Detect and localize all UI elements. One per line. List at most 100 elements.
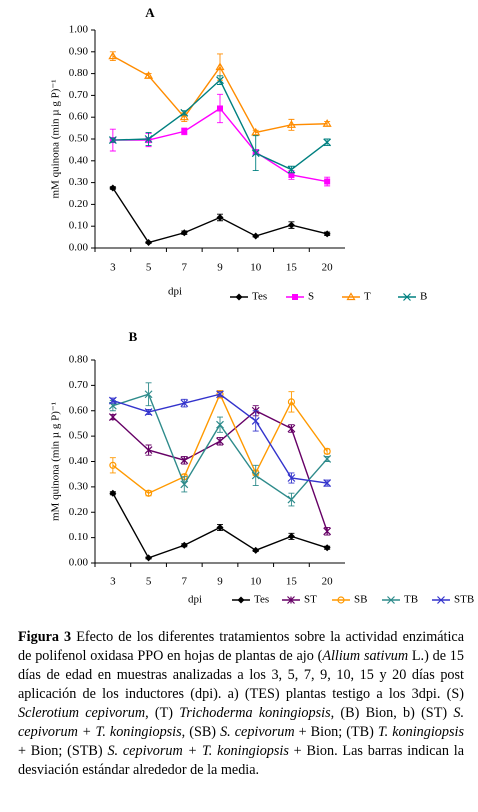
y-tick-label: 0.00 <box>69 242 89 254</box>
marker <box>287 532 295 540</box>
legend-label: B <box>420 291 427 303</box>
marker <box>323 527 332 536</box>
marker <box>144 390 153 399</box>
marker <box>251 471 260 480</box>
marker <box>144 446 153 455</box>
marker <box>144 135 153 143</box>
caption-text: S. cepivorum + T. koningiopsis <box>18 705 464 740</box>
marker <box>181 128 188 135</box>
marker <box>287 398 296 406</box>
marker <box>215 62 225 71</box>
marker <box>108 396 117 405</box>
caption-text: , (T) <box>145 705 180 721</box>
x-tick-label: 10 <box>250 262 262 274</box>
caption-text: Allium sativum <box>322 648 409 664</box>
marker <box>180 541 188 549</box>
marker <box>180 456 189 465</box>
marker <box>323 479 332 487</box>
legend-label: Tes <box>254 594 269 606</box>
marker <box>287 474 296 482</box>
chart-title: B <box>129 329 138 344</box>
marker <box>216 523 224 531</box>
legend-label: STB <box>454 594 474 606</box>
legend-label: S <box>308 291 314 303</box>
x-tick-label: 15 <box>286 576 298 588</box>
caption-text: S. cepivorum + T. koningiopsis <box>107 743 289 759</box>
legend-marker <box>235 293 243 301</box>
marker <box>323 544 331 552</box>
marker <box>145 239 153 247</box>
y-tick-label: 0.20 <box>69 198 89 210</box>
caption-text: Figura 3 <box>18 629 72 645</box>
marker <box>144 408 153 416</box>
marker <box>251 127 261 136</box>
marker <box>108 136 117 145</box>
y-tick-label: 0.30 <box>69 176 89 188</box>
legend-marker <box>437 596 445 604</box>
marker <box>252 232 260 240</box>
legend-marker <box>287 596 295 604</box>
x-tick-label: 20 <box>322 576 334 588</box>
marker <box>216 76 224 85</box>
legend-label: TB <box>404 594 418 606</box>
marker <box>216 390 224 399</box>
marker <box>252 546 260 554</box>
marker <box>108 413 117 422</box>
marker <box>287 424 296 433</box>
x-tick-label: 20 <box>322 262 334 274</box>
legend-label: SB <box>354 594 367 606</box>
y-tick-label: 0.90 <box>69 45 89 57</box>
marker <box>287 495 296 504</box>
y-tick-label: 1.00 <box>69 24 89 36</box>
caption-text: , (SB) <box>181 724 221 740</box>
marker <box>287 221 295 229</box>
x-tick-label: 5 <box>146 576 152 588</box>
marker <box>251 149 260 158</box>
error-bar <box>288 391 295 413</box>
marker <box>322 119 332 127</box>
marker <box>180 108 189 117</box>
marker <box>216 213 224 221</box>
x-axis-label: dpi <box>168 286 182 298</box>
marker <box>324 178 331 185</box>
legend-marker <box>346 292 356 301</box>
y-tick-label: 0.80 <box>69 354 89 366</box>
y-tick-label: 0.60 <box>69 111 89 123</box>
y-tick-label: 0.10 <box>69 531 89 543</box>
marker <box>109 489 117 497</box>
legend-label: T <box>364 291 371 303</box>
y-tick-label: 0.00 <box>69 557 89 569</box>
legend-marker <box>337 596 345 604</box>
x-tick-label: 10 <box>250 576 262 588</box>
legend-marker <box>292 294 298 300</box>
x-tick-label: 7 <box>182 576 188 588</box>
y-tick-label: 0.50 <box>69 430 89 442</box>
error-bar <box>109 457 116 474</box>
y-tick-label: 0.40 <box>69 455 89 467</box>
caption-text: T. koningiopsis <box>377 724 464 740</box>
marker <box>144 71 154 79</box>
marker <box>288 171 295 178</box>
caption-text: Sclerotium cepivorum <box>18 705 146 721</box>
figure: AmM quinona (min µ g P)⁻¹ dpi 0.00 0.10 0.20… <box>50 5 475 606</box>
marker <box>216 420 224 429</box>
y-tick-label: 0.70 <box>69 89 89 101</box>
marker <box>145 554 153 562</box>
marker <box>144 489 153 497</box>
marker <box>109 461 117 469</box>
legend-marker <box>403 293 411 301</box>
x-tick-label: 9 <box>217 262 223 274</box>
marker <box>217 105 223 112</box>
caption-text: + Bion; (STB) <box>18 743 108 759</box>
y-tick-label: 0.20 <box>69 506 89 518</box>
caption-text: S. cepivorum <box>220 724 295 740</box>
legend-label: Tes <box>252 291 267 303</box>
marker <box>323 230 331 238</box>
marker <box>251 416 260 425</box>
caption-text: L.) de 15 días de edad en muestras anali… <box>18 648 464 702</box>
legend-marker <box>387 596 395 604</box>
x-tick-label: 3 <box>110 262 116 274</box>
marker <box>109 184 117 192</box>
marker <box>179 112 189 121</box>
